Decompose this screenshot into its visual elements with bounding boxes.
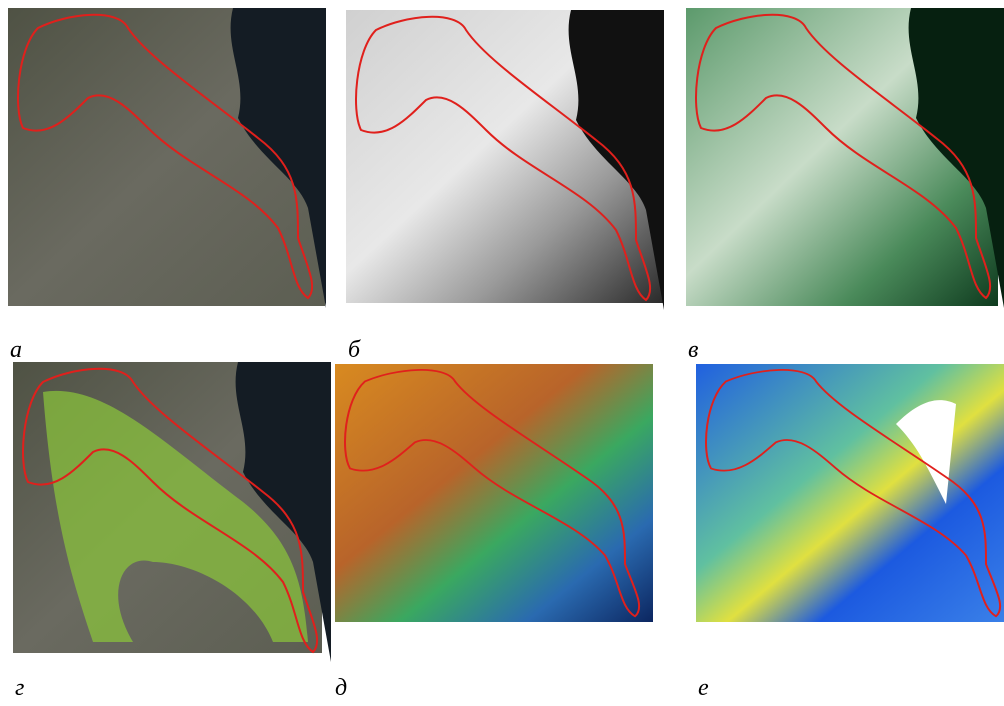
panel-label: д [335,675,347,701]
panel-slope-map [696,364,1004,622]
panel-label: б [348,337,361,363]
figure: а б в г д е [0,0,1004,701]
panel-label: е [698,675,709,701]
page: а б в г д е (() => { const data = JSON.p… [0,0,1004,701]
panel-label: г [15,675,24,701]
panel-label: в [688,337,698,363]
panel-slopes-overlay [13,362,331,662]
panel-elevation [335,364,653,622]
panel-contours [686,8,1004,308]
panel-satellite [8,8,326,308]
panel-label: а [10,337,22,363]
panel-grayscale [346,10,664,310]
image [696,364,1004,622]
